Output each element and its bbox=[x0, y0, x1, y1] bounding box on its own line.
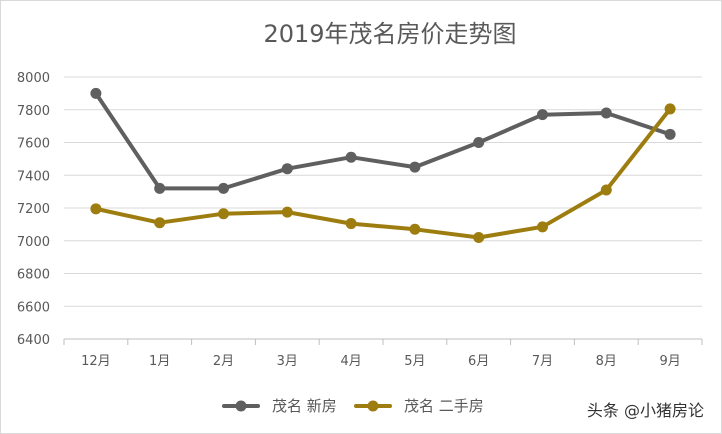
data-point-s1-4 bbox=[345, 218, 357, 230]
data-point-s0-4 bbox=[345, 151, 357, 163]
x-tick-label: 4月 bbox=[340, 354, 361, 369]
y-tick-label: 7000 bbox=[17, 235, 50, 250]
watermark: 头条 @小猪房论 bbox=[587, 401, 704, 420]
data-point-s1-8 bbox=[600, 184, 612, 196]
data-point-s1-6 bbox=[473, 231, 485, 243]
data-point-s1-1 bbox=[154, 217, 166, 229]
x-tick-label: 2月 bbox=[213, 354, 234, 369]
data-point-s1-3 bbox=[281, 206, 293, 218]
data-point-s1-0 bbox=[90, 203, 102, 215]
data-point-s1-9 bbox=[664, 103, 676, 115]
legend-label-resale-homes: 茂名 二手房 bbox=[404, 397, 484, 415]
y-tick-label: 6600 bbox=[17, 300, 50, 315]
y-tick-label: 6400 bbox=[17, 333, 50, 348]
x-tick-label: 12月 bbox=[81, 354, 111, 369]
data-point-s0-2 bbox=[218, 182, 229, 194]
y-axis: 6400 6600 6800 7000 7200 7400 7600 7800 8000 bbox=[17, 71, 50, 348]
legend: 茂名 新房 茂名 二手房 bbox=[222, 397, 484, 415]
data-point-s1-5 bbox=[409, 223, 421, 235]
data-point-s0-7 bbox=[537, 109, 548, 121]
y-tick-label: 8000 bbox=[17, 71, 50, 86]
series-line-1 bbox=[93, 106, 673, 240]
x-tick-label: 6月 bbox=[468, 354, 489, 369]
data-point-s1-7 bbox=[537, 221, 548, 233]
data-point-s0-0 bbox=[90, 87, 102, 99]
x-tick-label: 8月 bbox=[596, 354, 617, 369]
series-layer bbox=[90, 87, 676, 243]
x-tick-label: 7月 bbox=[532, 354, 553, 369]
chart-title: 2019年茂名房价走势图 bbox=[263, 20, 516, 48]
y-tick-label: 7600 bbox=[17, 137, 50, 152]
series-line-0 bbox=[93, 91, 673, 191]
legend-marker-dot-new-homes bbox=[235, 400, 247, 412]
y-tick-label: 7400 bbox=[17, 169, 50, 184]
data-point-s0-5 bbox=[409, 161, 421, 173]
x-tick-label: 1月 bbox=[149, 354, 170, 369]
data-point-s0-9 bbox=[664, 128, 676, 140]
legend-marker-dot-resale-homes bbox=[367, 400, 379, 412]
y-tick-label: 7200 bbox=[17, 202, 50, 217]
data-point-s0-1 bbox=[154, 182, 166, 194]
x-tick-label: 5月 bbox=[404, 354, 425, 369]
x-tick-label: 3月 bbox=[277, 354, 298, 369]
y-tick-label: 6800 bbox=[17, 268, 50, 283]
x-tick-label: 9月 bbox=[659, 354, 680, 369]
data-point-s0-3 bbox=[281, 163, 293, 175]
y-tick-label: 7800 bbox=[17, 104, 50, 119]
legend-label-new-homes: 茂名 新房 bbox=[272, 397, 337, 415]
data-point-s0-8 bbox=[600, 107, 612, 119]
x-axis: 12月 1月 2月 3月 4月 5月 6月 7月 8月 9月 bbox=[63, 338, 703, 369]
data-point-s1-2 bbox=[218, 208, 229, 220]
data-point-s0-6 bbox=[473, 137, 485, 148]
